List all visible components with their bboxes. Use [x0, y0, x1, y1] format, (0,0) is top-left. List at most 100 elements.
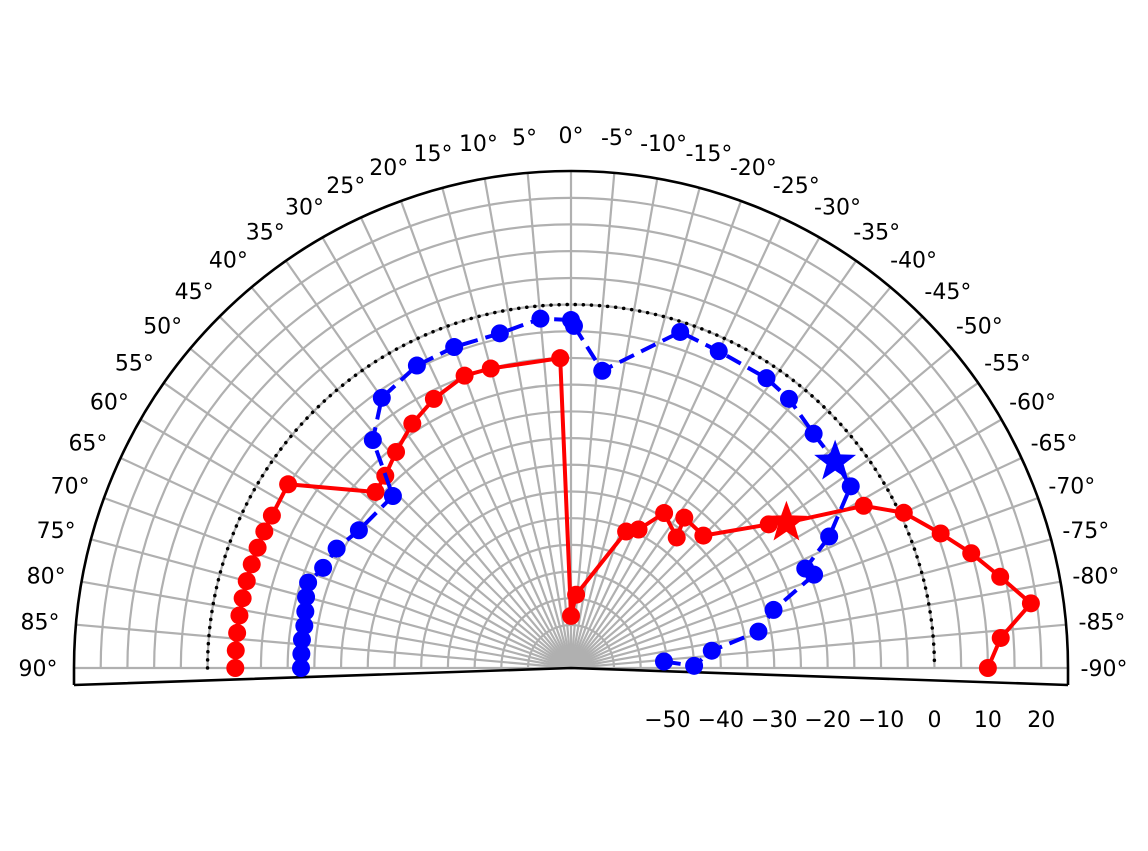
- angle-gridline: [483, 178, 573, 669]
- radial-tick-label: 20: [1027, 708, 1055, 733]
- frame-outer-arc: [72, 169, 1070, 685]
- angle-tick-label: 65°: [68, 432, 107, 457]
- angle-tick-label: -50°: [956, 314, 1003, 339]
- series-point: [654, 652, 673, 671]
- series-point: [978, 659, 997, 677]
- series-point: [237, 572, 256, 591]
- angle-tick-label: 90°: [19, 657, 58, 682]
- series-point: [424, 389, 443, 408]
- angle-gridline: [75, 623, 572, 670]
- angle-tick-label: 75°: [37, 519, 76, 544]
- radial-gridline: [420, 517, 722, 669]
- radial-tick-label: 0: [927, 708, 941, 733]
- angle-gridline: [90, 538, 572, 670]
- series-point: [820, 527, 839, 546]
- series-point: [327, 539, 346, 558]
- angle-gridline: [570, 237, 821, 669]
- angle-gridline: [250, 286, 572, 669]
- angle-tick-label: 30°: [285, 195, 324, 220]
- series-point: [366, 482, 385, 501]
- series-point: [531, 309, 550, 328]
- angle-gridline: [570, 286, 892, 669]
- angle-tick-label: -85°: [1079, 611, 1126, 636]
- series-point: [296, 602, 315, 621]
- angle-tick-label: 60°: [90, 391, 129, 416]
- series-point: [299, 573, 318, 592]
- angle-tick-label: -75°: [1062, 519, 1109, 544]
- series-point: [671, 322, 690, 341]
- angle-gridline: [570, 418, 1002, 669]
- angle-tick-label: 70°: [51, 475, 90, 500]
- series-point: [226, 659, 245, 677]
- series-point: [564, 316, 583, 335]
- series-point: [292, 644, 311, 663]
- series-point: [481, 359, 500, 378]
- series-point: [804, 424, 823, 443]
- angle-gridline: [441, 187, 573, 669]
- angle-gridline: [359, 217, 572, 669]
- angle-gridline: [526, 172, 573, 669]
- angle-tick-label: 50°: [143, 314, 182, 339]
- series-peak-star: [765, 500, 808, 541]
- radial-tick-label: −20: [804, 708, 850, 733]
- radial-gridline: [259, 356, 883, 669]
- angle-tick-label: 45°: [175, 280, 214, 305]
- series-point: [593, 361, 612, 380]
- radial-tick-label: −10: [858, 708, 904, 733]
- series-point: [292, 630, 311, 649]
- series-point: [230, 606, 249, 625]
- angle-tick-label: 55°: [115, 351, 154, 376]
- series-point: [779, 389, 798, 408]
- series-point: [991, 567, 1010, 586]
- angle-tick-label: -70°: [1048, 475, 1095, 500]
- radial-gridline: [179, 276, 963, 669]
- series-point: [255, 522, 274, 541]
- series-point: [242, 555, 261, 574]
- angle-gridline: [570, 260, 857, 669]
- series-point: [854, 496, 873, 515]
- angle-tick-label: 15°: [414, 142, 453, 167]
- series-point: [685, 656, 704, 675]
- series-point: [314, 558, 333, 577]
- series-point: [387, 442, 406, 461]
- angle-gridline: [321, 237, 572, 669]
- series-point: [931, 524, 950, 543]
- reference-ring: [205, 302, 937, 670]
- series-point: [675, 508, 694, 527]
- series-point: [567, 585, 586, 604]
- series-point: [629, 520, 648, 539]
- angle-tick-label: -25°: [773, 174, 820, 199]
- series-point: [403, 414, 422, 433]
- angle-gridline: [569, 172, 616, 669]
- grid-layer: [74, 171, 1068, 668]
- angle-tick-label: -55°: [984, 351, 1031, 376]
- angle-tick-label: 80°: [27, 564, 66, 589]
- radial-gridline: [526, 623, 616, 669]
- series-point: [1021, 594, 1040, 613]
- series-point: [757, 369, 776, 388]
- series-point: [551, 349, 570, 368]
- angle-tick-label: -90°: [1081, 657, 1128, 682]
- angle-gridline: [189, 347, 572, 669]
- series-peak-star: [814, 439, 857, 480]
- series-point: [805, 565, 824, 584]
- series-point: [248, 538, 267, 557]
- radial-tick-label: −40: [698, 708, 744, 733]
- angle-tick-label: -60°: [1009, 391, 1056, 416]
- angle-tick-label: 5°: [512, 126, 537, 151]
- radial-gridline: [153, 250, 989, 669]
- series-point: [226, 641, 245, 660]
- series-point: [349, 521, 368, 540]
- angle-gridline: [285, 260, 572, 669]
- series-point: [962, 544, 981, 563]
- frame-layer: [72, 169, 1070, 687]
- series-point: [383, 487, 402, 506]
- angle-tick-label: -80°: [1072, 564, 1119, 589]
- angle-gridline: [163, 382, 572, 669]
- angle-tick-label: -5°: [601, 126, 634, 151]
- series-point: [407, 356, 426, 375]
- series-point: [655, 504, 674, 523]
- angle-gridline: [81, 580, 572, 670]
